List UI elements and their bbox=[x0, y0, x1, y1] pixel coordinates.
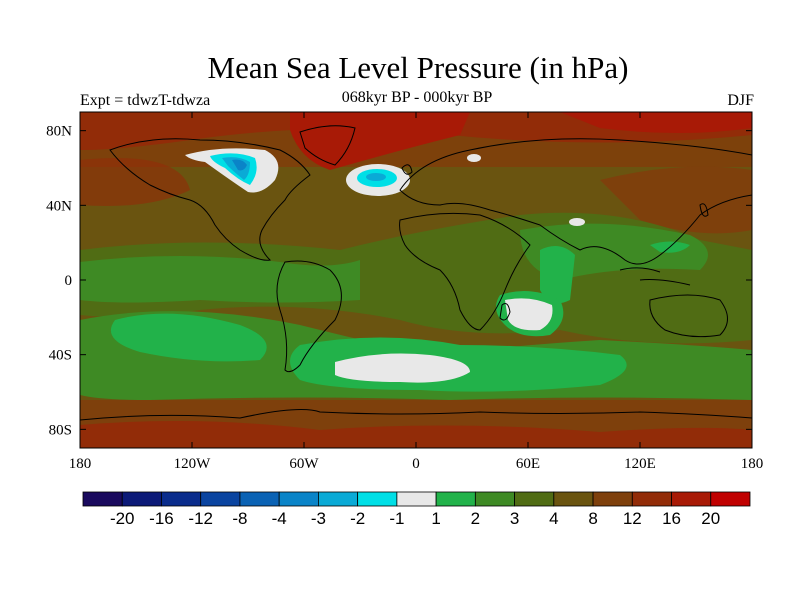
colorbar-label: 2 bbox=[471, 509, 480, 528]
field-laurentide-blue bbox=[232, 159, 247, 171]
x-tick-label: 120E bbox=[624, 456, 656, 472]
field-asia-brown bbox=[600, 166, 752, 234]
coast-indonesia bbox=[619, 267, 691, 286]
field-arctic-red bbox=[560, 112, 752, 133]
colorbar-label: -20 bbox=[110, 509, 135, 528]
x-tick-label: 180 bbox=[69, 456, 92, 472]
colorbar-swatch bbox=[474, 491, 515, 507]
colorbar-swatch bbox=[278, 491, 319, 507]
colorbar-swatch bbox=[239, 491, 280, 507]
field-arabian-lightgreen bbox=[540, 246, 575, 304]
colorbar-swatch bbox=[161, 491, 202, 507]
axis-ticks: 180 120W 60W 0 60E 120E 180 80N 40N 0 40S 80S bbox=[46, 112, 763, 472]
colorbar-swatch bbox=[121, 491, 162, 507]
field-tibet-white bbox=[569, 218, 585, 226]
colorbar-swatch bbox=[592, 491, 633, 507]
colorbar-swatch bbox=[435, 491, 476, 507]
chart-subtitle: 068kyr BP - 000kyr BP bbox=[341, 89, 493, 106]
colorbar-label: -3 bbox=[311, 509, 326, 528]
colorbar-label: -12 bbox=[188, 509, 213, 528]
coast-south-america bbox=[276, 260, 342, 373]
colorbar-label: -1 bbox=[389, 509, 404, 528]
pressure-field bbox=[80, 112, 752, 448]
colorbar-swatch bbox=[318, 491, 359, 507]
coast-japan bbox=[699, 203, 709, 217]
chart-title: Mean Sea Level Pressure (in hPa) bbox=[207, 50, 629, 85]
colorbar-label: -16 bbox=[149, 509, 174, 528]
coast-madagascar bbox=[499, 303, 511, 321]
field-madagascar-white bbox=[505, 298, 553, 331]
y-tick-label: 80N bbox=[46, 124, 72, 140]
colorbar-swatch bbox=[671, 491, 712, 507]
y-tick-label: 40N bbox=[46, 198, 72, 214]
y-tick-label: 80S bbox=[49, 422, 72, 438]
coast-eurasia bbox=[399, 138, 752, 265]
colorbar-label: 1 bbox=[431, 509, 440, 528]
colorbar-swatch bbox=[710, 491, 751, 507]
field-south-white bbox=[335, 353, 470, 383]
colorbar-label: 12 bbox=[623, 509, 642, 528]
colorbar-swatch bbox=[396, 491, 437, 507]
x-tick-label: 120W bbox=[174, 456, 212, 472]
colorbar-label: 20 bbox=[701, 509, 720, 528]
coast-greenland bbox=[299, 125, 356, 166]
colorbar-label: 3 bbox=[510, 509, 519, 528]
field-scandinavia-white bbox=[467, 154, 481, 162]
colorbar-label: -2 bbox=[350, 509, 365, 528]
x-tick-label: 180 bbox=[741, 456, 764, 472]
colorbar-label: -4 bbox=[272, 509, 287, 528]
colorbar-swatch bbox=[200, 491, 241, 507]
y-tick-label: 40S bbox=[49, 348, 72, 364]
x-tick-label: 60E bbox=[516, 456, 540, 472]
field-spacific-lightgreen bbox=[110, 313, 267, 362]
field-pacific-green bbox=[80, 256, 360, 303]
x-tick-label: 0 bbox=[412, 456, 420, 472]
colorbar-swatch bbox=[82, 491, 123, 507]
colorbar: -20 -16 -12 -8 -4 -3 -2 -1 1 2 3 4 8 12 16 20 bbox=[82, 491, 751, 528]
colorbar-swatch bbox=[514, 491, 555, 507]
colorbar-swatch bbox=[553, 491, 594, 507]
colorbar-swatch bbox=[631, 491, 672, 507]
colorbar-swatch bbox=[357, 491, 398, 507]
coast-antarctica bbox=[80, 409, 752, 421]
field-atlantic-red bbox=[290, 112, 470, 170]
season-label: DJF bbox=[727, 92, 754, 109]
colorbar-label: -8 bbox=[232, 509, 247, 528]
field-natlantic-lightblue bbox=[366, 173, 386, 181]
colorbar-label: 4 bbox=[549, 509, 558, 528]
coast-africa bbox=[399, 212, 531, 331]
coastlines bbox=[80, 125, 752, 421]
coast-uk bbox=[401, 164, 413, 175]
colorbar-label: 16 bbox=[662, 509, 681, 528]
experiment-label: Expt = tdwzT-tdwza bbox=[80, 92, 211, 109]
coast-australia bbox=[649, 294, 728, 338]
field-pacific-brown bbox=[80, 158, 190, 206]
field-antarctic-darkred bbox=[80, 421, 752, 448]
coast-north-america bbox=[109, 138, 311, 261]
colorbar-label: 8 bbox=[588, 509, 597, 528]
x-tick-label: 60W bbox=[289, 456, 319, 472]
y-tick-label: 0 bbox=[65, 273, 73, 289]
